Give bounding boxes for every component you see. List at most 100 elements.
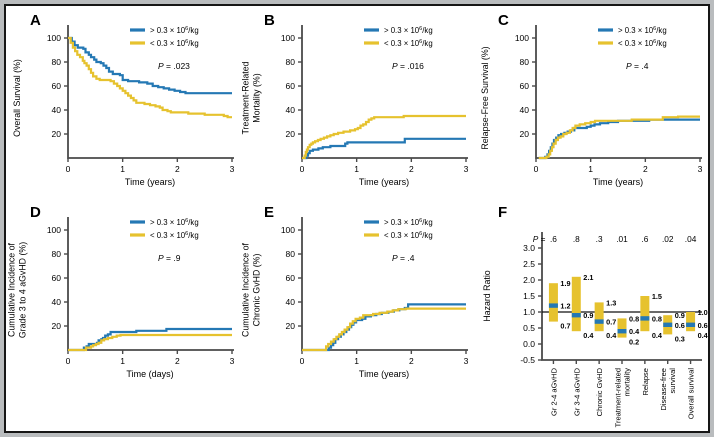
svg-text:100: 100 xyxy=(281,225,295,235)
svg-text:1: 1 xyxy=(120,356,125,366)
svg-text:60: 60 xyxy=(52,81,62,91)
svg-text:survival: survival xyxy=(668,368,677,394)
svg-text:> 0.3 × 106/kg: > 0.3 × 106/kg xyxy=(384,218,433,227)
svg-text:1.2: 1.2 xyxy=(560,302,570,311)
svg-text:.6: .6 xyxy=(550,234,557,244)
svg-text:Relapse-Free Survival (%): Relapse-Free Survival (%) xyxy=(480,46,490,149)
panel-overall-survival: 20 40 60 80 100 0 1 2 3 Time (years) Overall Survi… xyxy=(6,6,240,198)
panel-grade34-agvhd: 20 40 60 80 100 0 1 2 3 Time (days) Cumulative Inc… xyxy=(6,198,240,431)
svg-text:Cumulative Incidence of: Cumulative Incidence of xyxy=(7,243,17,337)
svg-text:Treatment-Related: Treatment-Related xyxy=(241,61,251,134)
panel-hazard-ratio: 3.0 2.5 2.0 1.5 1.0 0.5 0.0 -0.5 Hazard Ratio 1.9… xyxy=(474,198,708,431)
svg-text:1: 1 xyxy=(354,356,359,366)
overall-survival-chart: 20 40 60 80 100 0 1 2 3 Time (years) Overall Survi… xyxy=(12,25,235,187)
svg-text:1.9: 1.9 xyxy=(560,279,570,288)
svg-text:P =: P = xyxy=(533,234,546,244)
svg-text:40: 40 xyxy=(286,105,296,115)
svg-text:P = .016: P = .016 xyxy=(392,61,424,71)
svg-text:> 0.3 × 106/kg: > 0.3 × 106/kg xyxy=(384,26,433,35)
chronic-gvhd-chart: 20 40 60 80 100 0 1 2 3 Time (years) Cumulative In… xyxy=(241,217,469,379)
svg-text:1.0: 1.0 xyxy=(698,308,708,317)
svg-text:Hazard Ratio: Hazard Ratio xyxy=(482,270,492,321)
panel-letter-a: A xyxy=(30,12,41,29)
svg-text:.02: .02 xyxy=(662,234,674,244)
svg-text:3: 3 xyxy=(230,164,235,174)
svg-text:3: 3 xyxy=(230,356,235,366)
svg-text:1.3: 1.3 xyxy=(606,298,616,307)
svg-text:1.5: 1.5 xyxy=(523,291,535,301)
svg-text:80: 80 xyxy=(52,249,62,259)
svg-text:Cumulative Incidence of: Cumulative Incidence of xyxy=(241,243,251,337)
svg-text:80: 80 xyxy=(520,57,530,67)
svg-text:2.0: 2.0 xyxy=(523,275,535,285)
treatment-related-mortality-chart: 20 40 60 80 100 0 1 2 3 Time (years) Treatment-Rel… xyxy=(241,25,469,187)
svg-text:Chronic GvHD (%): Chronic GvHD (%) xyxy=(252,254,262,327)
svg-text:Chronic GvHD: Chronic GvHD xyxy=(595,367,604,416)
svg-text:0.9: 0.9 xyxy=(675,311,685,320)
svg-text:0: 0 xyxy=(534,164,539,174)
svg-text:P = .023: P = .023 xyxy=(158,61,190,71)
svg-text:40: 40 xyxy=(286,297,296,307)
svg-text:< 0.3 × 106/kg: < 0.3 × 106/kg xyxy=(384,39,433,48)
svg-text:.01: .01 xyxy=(616,234,628,244)
svg-text:.3: .3 xyxy=(596,234,603,244)
svg-text:0.7: 0.7 xyxy=(606,318,616,327)
svg-text:100: 100 xyxy=(281,33,295,43)
svg-text:1: 1 xyxy=(588,164,593,174)
svg-text:0.2: 0.2 xyxy=(629,338,639,347)
svg-text:100: 100 xyxy=(47,33,61,43)
svg-text:> 0.3 × 106/kg: > 0.3 × 106/kg xyxy=(618,26,667,35)
relapse-free-survival-chart: 20 40 60 80 100 0 1 2 3 Time (years) Relapse-Free … xyxy=(480,25,703,187)
svg-text:2: 2 xyxy=(409,164,414,174)
svg-text:0.9: 0.9 xyxy=(583,311,593,320)
svg-text:3: 3 xyxy=(698,164,703,174)
svg-text:mortality: mortality xyxy=(623,368,632,397)
svg-text:2.1: 2.1 xyxy=(583,273,593,282)
grade34-agvhd-chart: 20 40 60 80 100 0 1 2 3 Time (days) Cumulative Inc… xyxy=(7,217,235,379)
svg-text:Time (years): Time (years) xyxy=(359,177,409,187)
svg-text:40: 40 xyxy=(520,105,530,115)
svg-text:P = .9: P = .9 xyxy=(158,253,181,263)
svg-text:40: 40 xyxy=(52,297,62,307)
svg-text:.04: .04 xyxy=(685,234,697,244)
svg-text:60: 60 xyxy=(520,81,530,91)
svg-text:< 0.3 × 106/kg: < 0.3 × 106/kg xyxy=(618,39,667,48)
svg-text:Disease-free: Disease-free xyxy=(659,368,668,411)
svg-text:> 0.3 × 106/kg: > 0.3 × 106/kg xyxy=(150,26,199,35)
svg-text:40: 40 xyxy=(52,105,62,115)
svg-text:60: 60 xyxy=(286,81,296,91)
panel-treatment-related-mortality: 20 40 60 80 100 0 1 2 3 Time (years) Treatment-Rel… xyxy=(240,6,474,198)
svg-text:< 0.3 × 106/kg: < 0.3 × 106/kg xyxy=(150,39,199,48)
svg-text:1.0: 1.0 xyxy=(523,307,535,317)
svg-text:0.8: 0.8 xyxy=(652,314,662,323)
svg-text:Time (years): Time (years) xyxy=(125,177,175,187)
panel-letter-c: C xyxy=(498,12,509,29)
svg-text:P = .4: P = .4 xyxy=(626,61,649,71)
svg-text:Overall survival: Overall survival xyxy=(687,368,696,420)
svg-text:0.4: 0.4 xyxy=(629,327,640,336)
svg-text:20: 20 xyxy=(286,129,296,139)
svg-text:1: 1 xyxy=(354,164,359,174)
svg-text:2: 2 xyxy=(175,356,180,366)
svg-text:0: 0 xyxy=(300,164,305,174)
svg-text:3: 3 xyxy=(464,356,469,366)
svg-text:0.6: 0.6 xyxy=(698,321,708,330)
svg-text:0: 0 xyxy=(66,356,71,366)
svg-text:0.4: 0.4 xyxy=(606,331,617,340)
panel-chronic-gvhd: 20 40 60 80 100 0 1 2 3 Time (years) Cumulative In… xyxy=(240,198,474,431)
panel-relapse-free-survival: 20 40 60 80 100 0 1 2 3 Time (years) Relapse-Free … xyxy=(474,6,708,198)
svg-text:3: 3 xyxy=(464,164,469,174)
svg-text:0.5: 0.5 xyxy=(523,323,535,333)
svg-text:Time (days): Time (days) xyxy=(126,369,173,379)
svg-text:80: 80 xyxy=(286,57,296,67)
svg-text:3.0: 3.0 xyxy=(523,243,535,253)
svg-text:1: 1 xyxy=(120,164,125,174)
panel-letter-e: E xyxy=(264,204,275,221)
svg-text:0.6: 0.6 xyxy=(675,321,685,330)
svg-text:20: 20 xyxy=(520,129,530,139)
svg-text:Time (years): Time (years) xyxy=(593,177,643,187)
svg-text:1.5: 1.5 xyxy=(652,292,662,301)
svg-text:Time (years): Time (years) xyxy=(359,369,409,379)
svg-text:Treatment-related: Treatment-related xyxy=(614,368,623,427)
